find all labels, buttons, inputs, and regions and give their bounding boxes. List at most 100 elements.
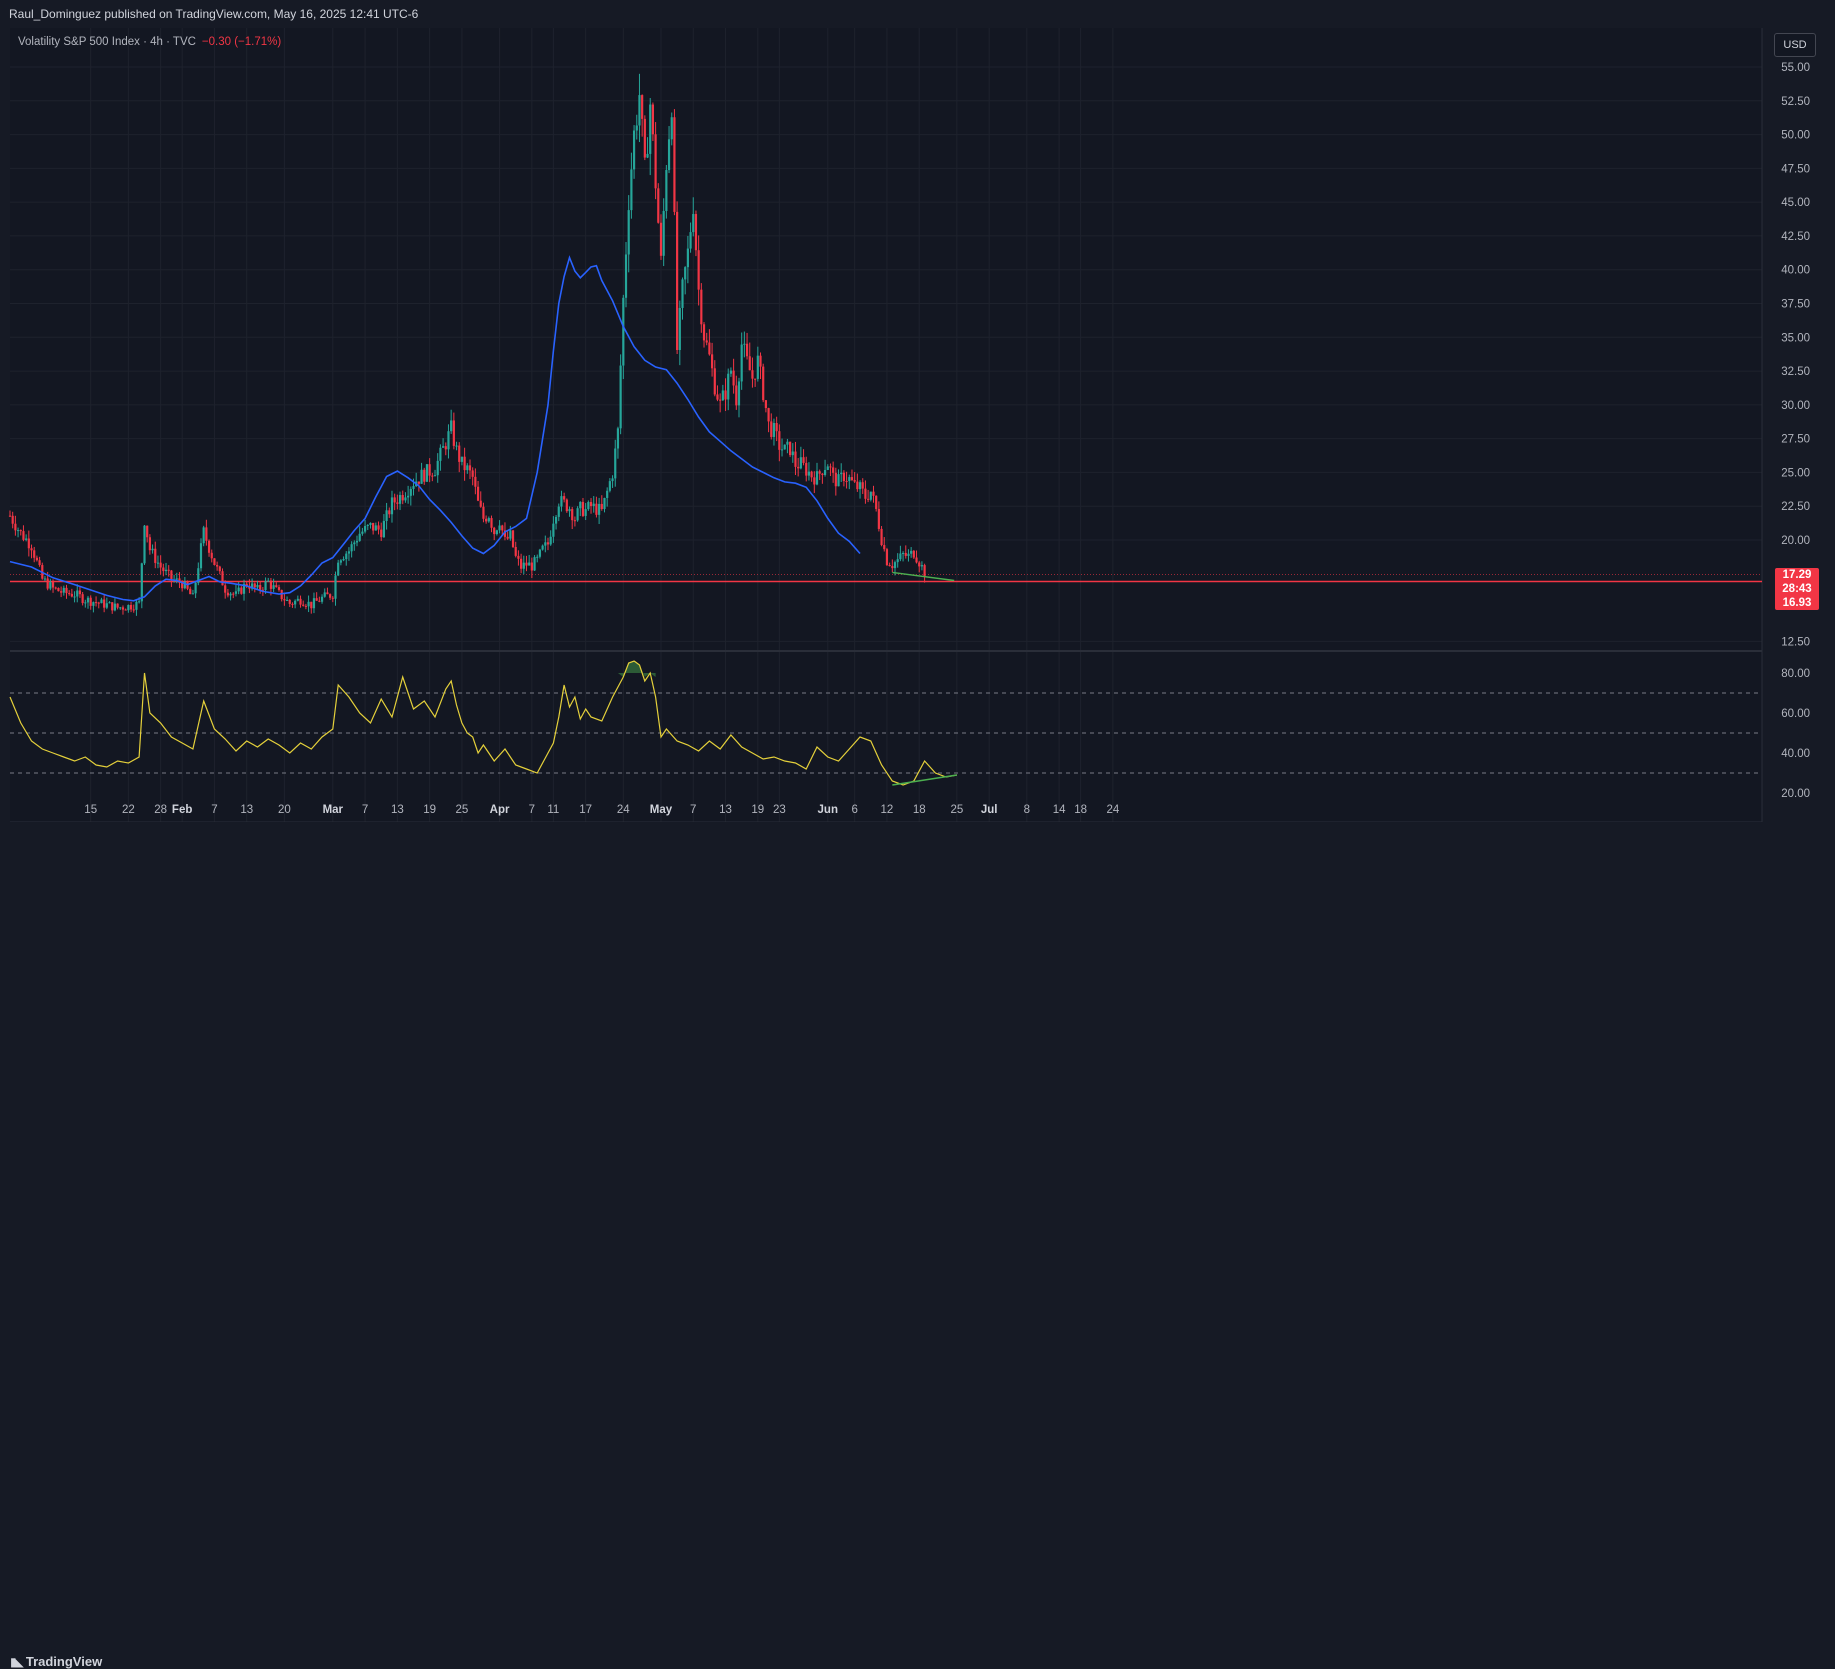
candle-body <box>148 537 151 551</box>
candle-body <box>603 497 606 510</box>
currency-button[interactable]: USD <box>1774 33 1816 57</box>
candle-body <box>834 472 837 487</box>
candle-body <box>823 470 827 475</box>
symbol-legend[interactable]: Volatility S&P 500 Index · 4h · TVC −0.30… <box>18 36 281 48</box>
candle-body <box>441 446 445 448</box>
candle-body <box>288 599 291 604</box>
candle-body <box>912 550 915 558</box>
candle-body <box>901 552 905 554</box>
candle-body <box>560 496 563 507</box>
candle-body <box>622 297 625 366</box>
level-line-layer <box>10 574 1762 583</box>
candle-body <box>353 542 356 545</box>
candle-body <box>495 530 498 535</box>
candle-body <box>205 527 208 541</box>
chart-area[interactable] <box>10 28 1762 822</box>
candle-body <box>113 603 117 611</box>
candle-body <box>121 607 125 610</box>
candle-body <box>68 593 71 595</box>
candle-body <box>307 601 310 607</box>
candle-body <box>624 254 628 298</box>
candle-body <box>342 559 345 561</box>
candle-body <box>296 598 299 601</box>
y-tick-label: 20.00 <box>1781 535 1810 547</box>
candle-body <box>533 557 536 571</box>
candle-body <box>764 400 767 409</box>
candle-body <box>127 604 130 611</box>
candle-body <box>702 324 706 341</box>
x-tick-label: 7 <box>529 804 535 816</box>
candle-body <box>16 530 20 532</box>
candle-body <box>221 571 224 586</box>
candle-body <box>476 486 480 501</box>
rsi-line <box>9 660 958 786</box>
level-price-label: 16.93 <box>1775 596 1819 610</box>
price-divergence-line <box>892 571 955 582</box>
candle-body <box>904 552 907 556</box>
candle-body <box>412 486 415 489</box>
candle-body <box>444 446 447 450</box>
chart-canvas[interactable]: 55.00 52.50 50.00 47.50 45.00 42.50 40.00 37.50… <box>0 0 1835 858</box>
candle-body <box>237 587 240 592</box>
candle-body <box>409 488 412 496</box>
candle-body <box>579 501 582 509</box>
tradingview-logo[interactable]: ▮◣ TradingView <box>10 1654 102 1669</box>
candle-body <box>686 248 689 268</box>
candle-body <box>896 559 899 563</box>
candle-body <box>506 536 509 539</box>
candle-body <box>312 598 316 609</box>
candle-body <box>156 562 160 564</box>
candle-body <box>608 481 611 491</box>
candle-body <box>850 477 854 480</box>
candle-body <box>509 530 512 539</box>
candle-body <box>888 565 891 567</box>
candle-body <box>385 510 388 521</box>
candle-body <box>805 462 808 476</box>
candle-body <box>910 550 913 554</box>
x-tick-label: Feb <box>172 804 192 816</box>
candle-body <box>721 390 724 401</box>
candle-body <box>420 469 423 484</box>
candle-body <box>358 533 361 541</box>
candle-body <box>783 444 786 450</box>
candle-body <box>46 578 49 589</box>
candle-body <box>463 456 466 471</box>
candle-body <box>240 587 243 594</box>
y-tick-label: 32.50 <box>1781 366 1810 378</box>
x-tick-label: 8 <box>1024 804 1030 816</box>
rsi-divergence-line <box>892 774 958 786</box>
candle-body <box>479 500 482 507</box>
candle-body <box>380 529 383 538</box>
candle-body <box>197 568 200 583</box>
candle-body <box>482 506 485 519</box>
candle-body <box>310 601 313 609</box>
candle-body <box>880 528 883 546</box>
candle-body <box>210 552 213 559</box>
candle-body <box>366 525 369 527</box>
candle-body <box>549 536 552 545</box>
candle-body <box>167 569 170 571</box>
candle-body <box>667 139 671 171</box>
symbol-name: Volatility S&P 500 Index · 4h · TVC <box>18 36 196 48</box>
candle-body <box>407 495 410 498</box>
candle-body <box>891 566 894 569</box>
candle-body <box>450 420 453 432</box>
x-tick-label: 19 <box>751 804 764 816</box>
candle-body <box>885 549 889 566</box>
candle-body <box>546 542 550 545</box>
candles-layer <box>8 73 955 616</box>
candle-body <box>363 526 367 532</box>
bar-countdown-label: 28:43 <box>1775 582 1819 596</box>
candle-body <box>568 509 571 512</box>
candle-body <box>162 567 165 572</box>
candle-body <box>267 580 270 582</box>
x-tick-label: 18 <box>1074 804 1087 816</box>
candle-body <box>493 527 496 535</box>
candle-body <box>780 449 784 451</box>
candle-body <box>732 370 735 386</box>
x-tick-label: 19 <box>423 804 436 816</box>
candle-body <box>606 490 609 498</box>
candle-body <box>743 343 746 345</box>
candle-body <box>724 390 727 400</box>
candle-body <box>541 545 544 550</box>
